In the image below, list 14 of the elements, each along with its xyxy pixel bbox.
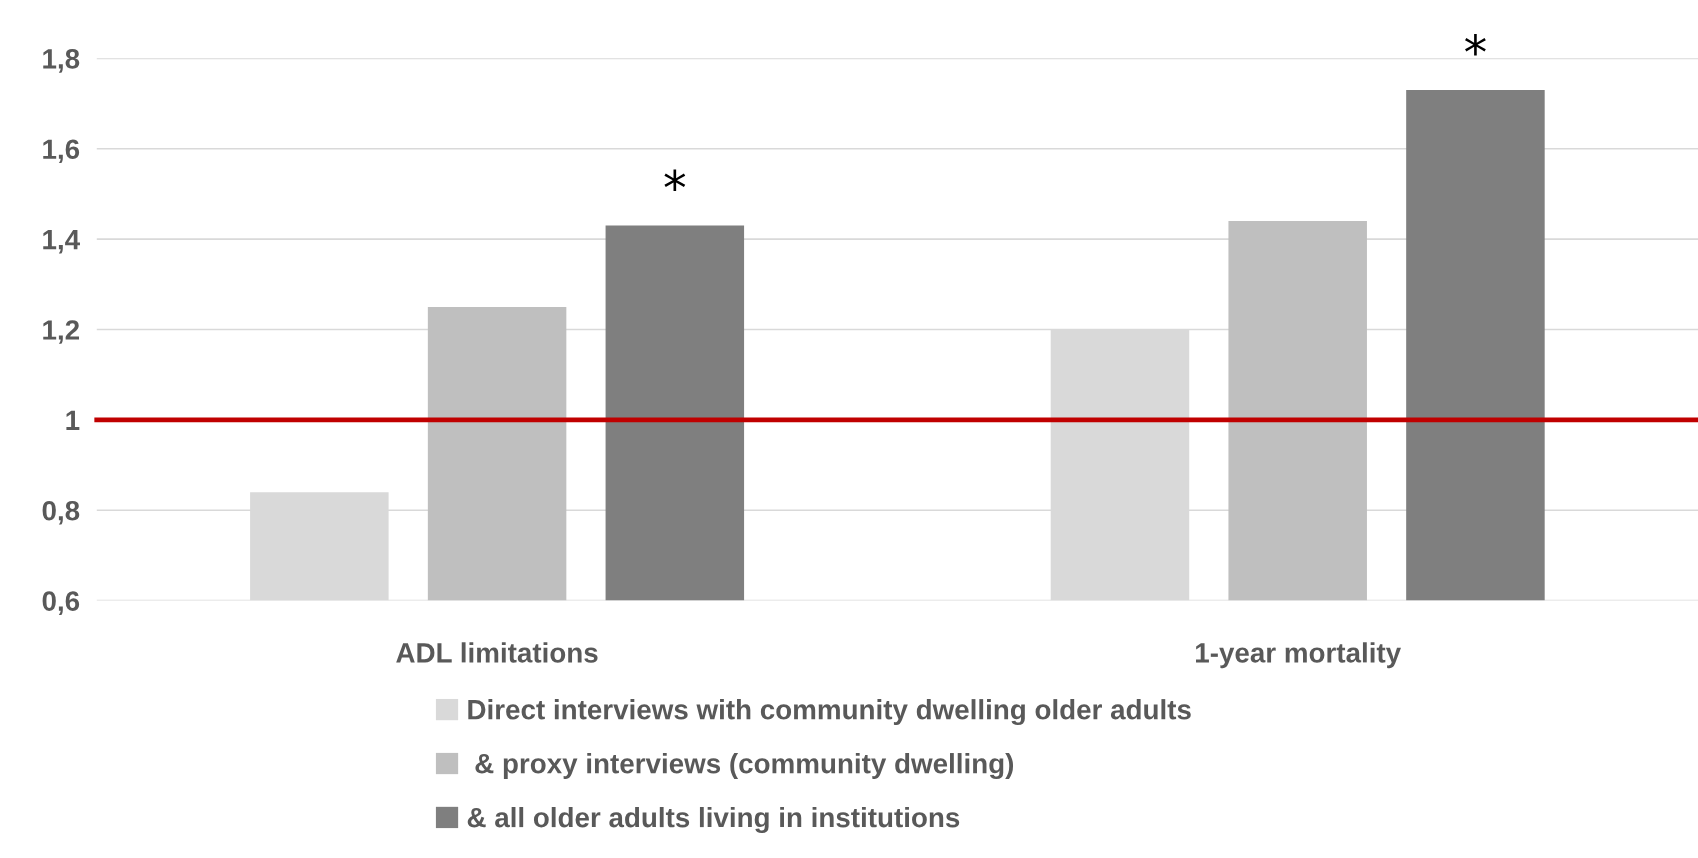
y-tick-label: 1,4 [43,230,80,254]
annotation: * [664,169,686,192]
legend-label: & all older adults living in institutions [467,806,960,833]
x-tick-label: ADL limitations [396,642,598,663]
legend-label: & proxy interviews (community dwelling) [475,753,1014,780]
y-tick-label: 1,2 [43,320,80,344]
y-tick-label: 0,8 [42,500,80,525]
y-tick-label: 1 [66,410,80,430]
y-tick-label: 1,8 [43,49,80,73]
x-tick-label: 1-year mortality [1196,642,1401,669]
legend-label: Direct interviews with community dwelling older adults [468,699,1191,726]
y-tick-label: 1,6 [43,139,80,164]
y-tick-label: 0,6 [42,591,80,615]
text: * [1465,34,1486,56]
